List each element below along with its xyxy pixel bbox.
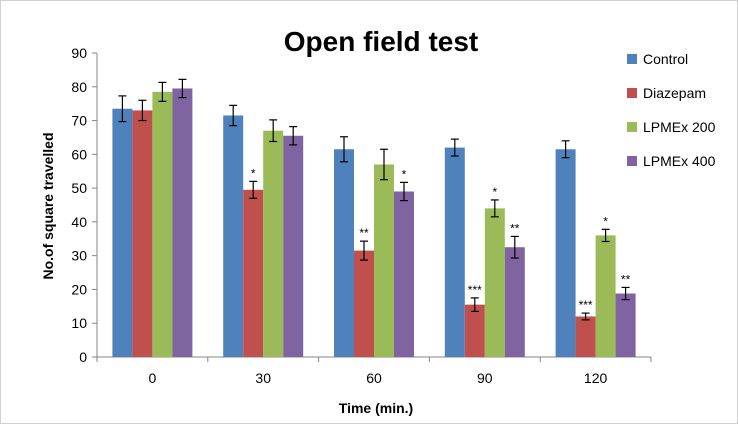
x-tick-label: 30 [255, 370, 271, 386]
legend: Control Diazepam LPMEx 200 LPMEx 400 [627, 51, 716, 169]
bar [112, 108, 133, 357]
significance-label: ** [359, 226, 369, 240]
bar [555, 149, 576, 357]
y-tick-label: 60 [71, 146, 87, 162]
y-tick-label: 50 [71, 180, 87, 196]
bar [575, 316, 596, 357]
bar [152, 91, 173, 357]
bar [595, 235, 616, 357]
bar [504, 247, 525, 357]
legend-swatch [627, 122, 637, 132]
bar [394, 191, 414, 357]
legend-label: Diazepam [643, 85, 706, 101]
y-tick-label: 20 [71, 281, 87, 297]
legend-label: Control [643, 51, 688, 67]
x-tick-label: 90 [477, 370, 493, 386]
y-tick-label: 30 [71, 248, 87, 264]
x-axis-label: Time (min.) [339, 400, 413, 416]
bar [243, 189, 264, 357]
significance-label: ** [510, 221, 520, 235]
y-tick-label: 80 [71, 79, 87, 95]
bar [374, 164, 394, 357]
y-tick-label: 90 [71, 45, 87, 61]
y-tick-label: 40 [71, 214, 87, 230]
bar [444, 147, 465, 357]
bar [172, 88, 193, 357]
significance-label: * [492, 185, 497, 199]
bar [484, 208, 505, 357]
legend-swatch [627, 156, 637, 166]
x-tick-label: 60 [366, 370, 382, 386]
significance-label: *** [579, 298, 593, 312]
legend-label: LPMEx 400 [643, 153, 716, 169]
significance-label: *** [468, 283, 482, 297]
y-axis-label: No.of square travelled [40, 132, 56, 279]
bar [334, 149, 354, 357]
legend-swatch [627, 88, 637, 98]
chart-title: Open field test [284, 26, 478, 57]
x-tick-label: 120 [584, 370, 608, 386]
significance-label: ** [621, 272, 631, 286]
bar [615, 293, 636, 357]
significance-label: * [251, 166, 256, 180]
legend-swatch [627, 54, 637, 64]
legend-label: LPMEx 200 [643, 119, 716, 135]
bar [223, 115, 244, 357]
bar [263, 130, 284, 357]
y-tick-label: 0 [79, 349, 87, 365]
bar [132, 110, 153, 357]
bar [283, 135, 304, 357]
y-tick-label: 10 [71, 315, 87, 331]
significance-label: * [603, 214, 608, 228]
significance-label: * [402, 167, 407, 181]
bar [464, 304, 485, 357]
bar [354, 250, 374, 357]
y-tick-label: 70 [71, 113, 87, 129]
x-tick-label: 0 [149, 370, 157, 386]
